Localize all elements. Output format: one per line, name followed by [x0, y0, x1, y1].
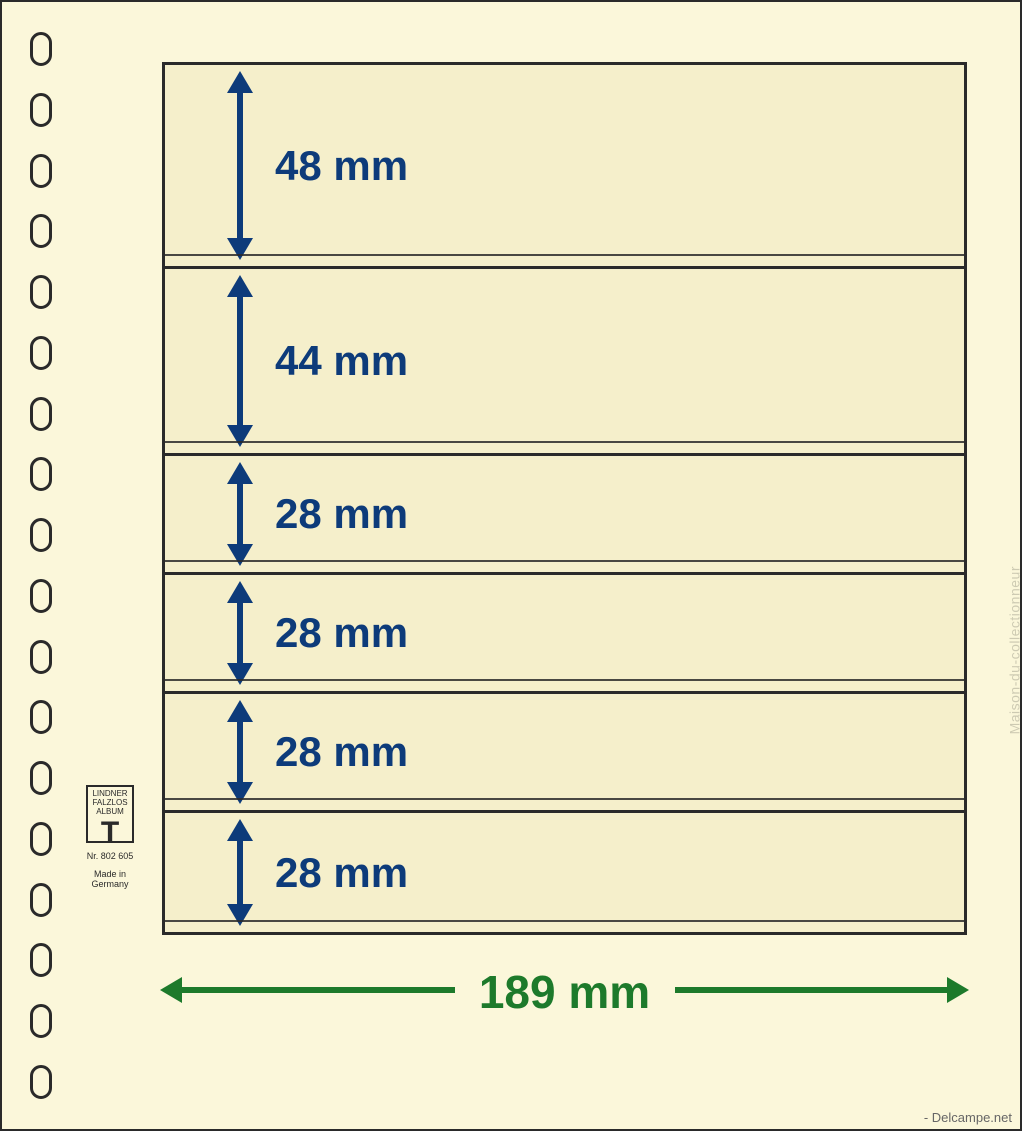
strip: 28 mm	[165, 813, 964, 932]
binder-hole	[30, 943, 52, 977]
width-arrow-shaft-left	[176, 987, 455, 993]
arrow-shaft	[237, 287, 243, 435]
binder-hole	[30, 883, 52, 917]
strip-pocket-line	[165, 920, 964, 922]
height-arrow	[225, 821, 255, 924]
brand-badge: LINDNER FALZLOS ALBUM T	[86, 785, 134, 843]
arrow-down-icon	[227, 782, 253, 804]
height-arrow	[225, 583, 255, 683]
strip-pocket-line	[165, 798, 964, 800]
binder-hole	[30, 640, 52, 674]
strip-height-label: 28 mm	[275, 849, 408, 897]
binder-hole	[30, 457, 52, 491]
arrow-down-icon	[227, 544, 253, 566]
binder-hole	[30, 761, 52, 795]
binder-hole	[30, 336, 52, 370]
arrow-shaft	[237, 83, 243, 248]
strip: 28 mm	[165, 694, 964, 813]
binder-hole	[30, 154, 52, 188]
arrow-right-icon	[947, 977, 969, 1003]
arrow-shaft	[237, 593, 243, 673]
binder-hole	[30, 214, 52, 248]
binder-hole	[30, 275, 52, 309]
brand-sub2: ALBUM	[88, 808, 132, 817]
strip: 28 mm	[165, 575, 964, 694]
arrow-shaft	[237, 712, 243, 792]
strip-height-label: 28 mm	[275, 490, 408, 538]
arrow-down-icon	[227, 904, 253, 926]
strip-height-label: 48 mm	[275, 142, 408, 190]
arrow-down-icon	[227, 663, 253, 685]
sheet-frame: 48 mm 44 mm 28 mm 28 mm 28 mm 28 mm	[162, 62, 967, 935]
strip: 44 mm	[165, 269, 964, 456]
height-arrow	[225, 73, 255, 258]
binder-hole	[30, 822, 52, 856]
brand-block: LINDNER FALZLOS ALBUM T Nr. 802 605 Made…	[80, 785, 140, 889]
arrow-shaft	[237, 474, 243, 554]
strip-height-label: 28 mm	[275, 728, 408, 776]
width-measure: 189 mm	[162, 965, 967, 1013]
width-label: 189 mm	[463, 965, 666, 1019]
brand-made: Made in Germany	[80, 869, 140, 889]
height-arrow	[225, 464, 255, 564]
binder-hole	[30, 579, 52, 613]
arrow-down-icon	[227, 425, 253, 447]
brand-letter: T	[88, 818, 132, 848]
arrow-shaft	[237, 831, 243, 914]
strip: 28 mm	[165, 456, 964, 575]
strip-height-label: 44 mm	[275, 337, 408, 385]
strip-pocket-line	[165, 254, 964, 256]
binder-hole	[30, 1065, 52, 1099]
binder-holes	[30, 32, 60, 1099]
binder-hole	[30, 1004, 52, 1038]
binder-hole	[30, 93, 52, 127]
strip: 48 mm	[165, 65, 964, 269]
strip-pocket-line	[165, 679, 964, 681]
height-arrow	[225, 277, 255, 445]
watermark-text: Maison-du-collectionneur	[1006, 566, 1022, 734]
strip-height-label: 28 mm	[275, 609, 408, 657]
binder-hole	[30, 32, 52, 66]
arrow-down-icon	[227, 238, 253, 260]
brand-ref: Nr. 802 605	[80, 851, 140, 861]
width-arrow-shaft-right	[675, 987, 954, 993]
binder-hole	[30, 518, 52, 552]
caption-text: - Delcampe.net	[924, 1110, 1012, 1125]
binder-hole	[30, 397, 52, 431]
album-page: 48 mm 44 mm 28 mm 28 mm 28 mm 28 mm 189 mm LI…	[0, 0, 1022, 1131]
height-arrow	[225, 702, 255, 802]
strip-pocket-line	[165, 560, 964, 562]
binder-hole	[30, 700, 52, 734]
strip-pocket-line	[165, 441, 964, 443]
